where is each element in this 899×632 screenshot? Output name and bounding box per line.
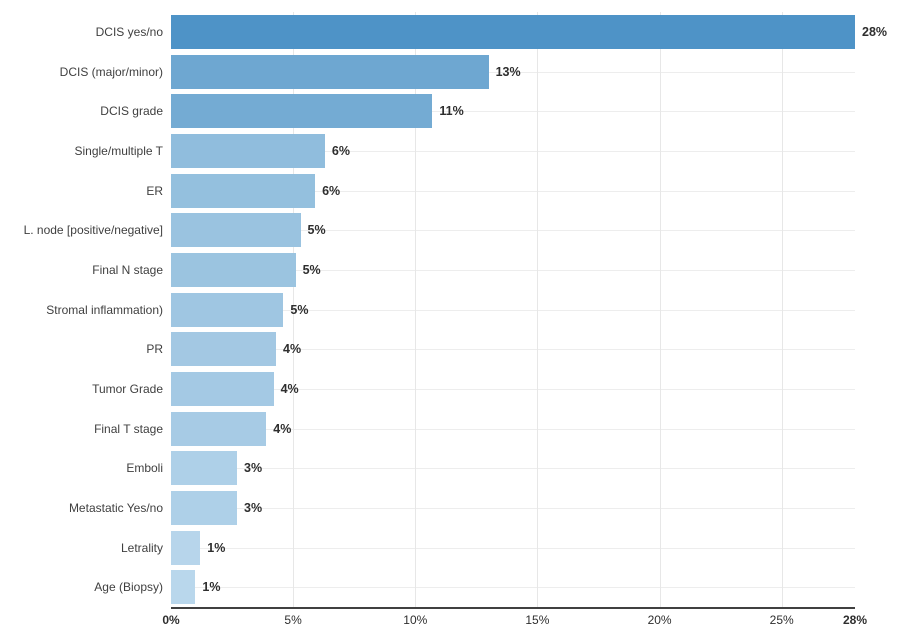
v-gridline [659,12,661,607]
bar [171,94,433,129]
h-gridline [171,547,855,549]
value-label: 13% [495,64,521,79]
v-gridline [293,12,295,607]
bar [171,530,201,565]
value-label: 3% [244,500,263,515]
x-tick-label: 15% [525,613,550,627]
x-axis-line [171,607,855,609]
category-label: ER [146,183,163,198]
category-label: L. node [positive/negative] [23,223,163,238]
bar [171,14,855,49]
bar [171,490,237,525]
value-label: 5% [307,223,326,238]
value-label: 5% [290,302,309,317]
h-gridline [171,269,855,271]
bar [171,173,316,208]
value-label: 4% [273,421,292,436]
x-tick-label: 25% [769,613,794,627]
value-label: 11% [439,104,464,119]
h-gridline [171,230,855,232]
bar [171,451,237,486]
bar [171,133,325,168]
value-label: 4% [283,342,302,357]
category-label: Stromal inflammation) [46,302,163,317]
x-tick-label: 10% [403,613,428,627]
h-gridline [171,507,855,509]
x-tick-label: 0% [162,613,180,627]
category-label: Final T stage [94,421,163,436]
bar [171,570,196,605]
x-tick-label: 20% [647,613,672,627]
h-gridline [171,150,855,152]
bar [171,292,284,327]
bar [171,213,301,248]
h-gridline [171,190,855,192]
x-tick-label: 5% [284,613,302,627]
bar [171,54,489,89]
h-gridline [171,71,855,73]
category-label: Metastatic Yes/no [68,500,163,515]
value-label: 5% [302,262,321,277]
category-label: DCIS (major/minor) [59,64,163,79]
value-label: 1% [207,540,226,555]
h-gridline [171,587,855,589]
h-gridline [171,309,855,311]
h-gridline [171,388,855,390]
category-label: DCIS yes/no [95,24,163,39]
h-gridline [171,111,855,113]
value-label: 3% [244,461,263,476]
bar [171,411,267,446]
v-gridline [537,12,539,607]
x-tick-label: 28% [842,613,868,627]
bar [171,371,274,406]
category-label: PR [146,342,163,357]
category-label: Final N stage [92,262,163,277]
bar [171,332,276,367]
category-label: Age (Biopsy) [94,580,163,595]
category-label: Single/multiple T [74,143,164,158]
bar [171,252,296,287]
h-gridline [171,468,855,470]
value-label: 1% [202,580,221,595]
v-gridline [415,12,417,607]
value-label: 28% [862,24,888,39]
h-gridline [171,349,855,351]
category-label: DCIS grade [100,104,163,119]
category-label: Emboli [126,461,163,476]
category-label: Tumor Grade [92,381,163,396]
value-label: 6% [322,183,341,198]
h-gridline [171,428,855,430]
value-label: 6% [331,143,350,158]
value-label: 4% [280,381,299,396]
category-label: Letrality [120,540,163,555]
v-gridline [781,12,783,607]
